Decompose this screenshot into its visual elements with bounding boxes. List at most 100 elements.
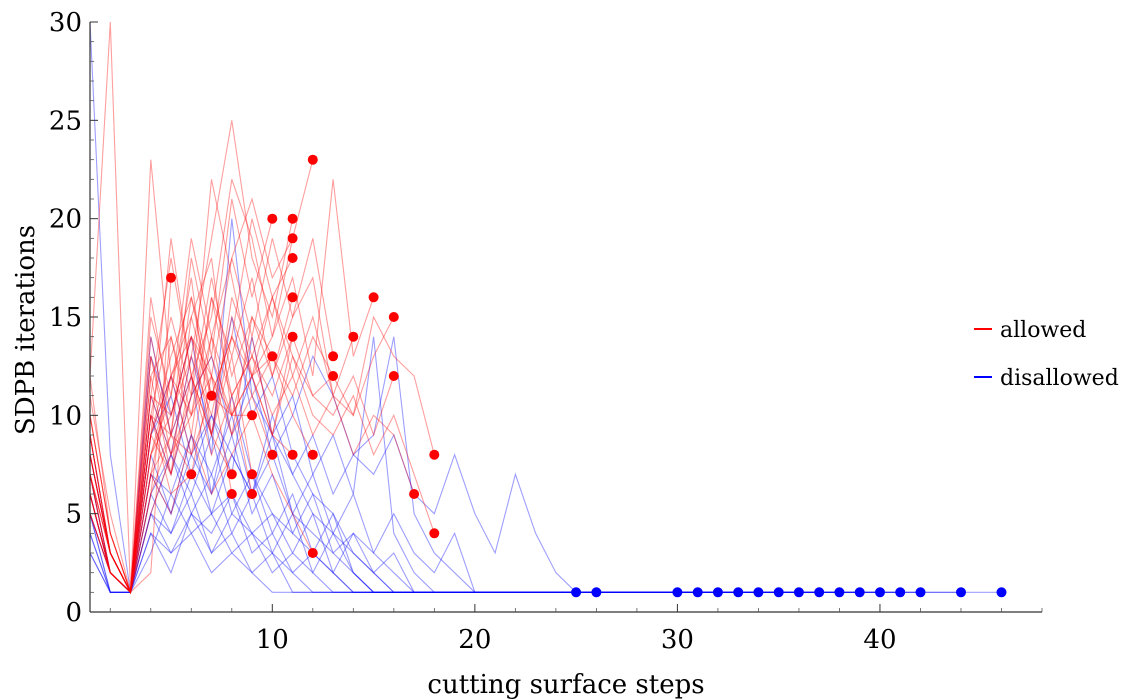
series-allowed-point-2 (206, 390, 217, 401)
series-allowed-line-19 (89, 413, 314, 594)
series-allowed-point-24 (388, 312, 399, 322)
series-allowed-point-15 (287, 331, 298, 342)
series-disallowed-line-4 (89, 336, 718, 594)
x-tick-label-40: 40 (863, 625, 896, 655)
series-allowed-line-18 (89, 334, 314, 595)
series-allowed-line-25 (89, 334, 395, 594)
series-disallowed-line-9 (89, 492, 820, 593)
series-allowed-line-0 (89, 21, 172, 594)
series-allowed-point-14 (287, 292, 298, 303)
series-allowed-line-11 (89, 120, 294, 593)
series-disallowed-line-14 (89, 453, 921, 594)
series-allowed-line-15 (89, 297, 294, 594)
series-allowed-point-5 (247, 410, 257, 421)
series-disallowed-point-1 (591, 587, 602, 598)
axes (89, 22, 1042, 613)
ticks: 10 20 30 40 0 5 10 15 20 25 30 (49, 8, 1043, 655)
y-tick-label-5: 5 (65, 500, 82, 530)
series-disallowed-line-6 (89, 413, 759, 594)
series-allowed-line-7 (89, 297, 253, 594)
series-disallowed-point-6 (753, 587, 764, 598)
series-disallowed-point-14 (915, 587, 926, 598)
x-tick-label-20: 20 (458, 625, 491, 655)
y-tick-label-20: 20 (49, 205, 82, 235)
series-allowed-line-9 (89, 179, 273, 595)
series-disallowed-line-1 (89, 336, 597, 593)
series-allowed-line-14 (89, 277, 294, 595)
y-axis-title: SDPB iterations (11, 225, 41, 435)
series-disallowed-point-11 (854, 587, 865, 598)
series-disallowed-line-13 (89, 394, 901, 594)
series-disallowed-line-2 (89, 218, 678, 595)
series-disallowed-line-15 (89, 433, 961, 594)
series-disallowed-line-5 (89, 336, 739, 595)
series-disallowed-point-5 (733, 587, 744, 598)
series-allowed-line-12 (89, 179, 294, 595)
series-allowed-line-24 (89, 295, 395, 595)
series-allowed-point-28 (429, 528, 440, 539)
series-allowed-point-0 (166, 272, 176, 283)
series-allowed-point-20 (328, 351, 339, 362)
series-allowed-point-23 (368, 292, 379, 303)
series-disallowed-point-0 (571, 587, 582, 598)
series-allowed-line-10 (89, 336, 273, 594)
series-disallowed-line-16 (89, 512, 1002, 593)
series-disallowed-point-7 (773, 587, 784, 598)
y-tick-label-15: 15 (49, 303, 82, 333)
series-allowed-point-10 (267, 449, 278, 460)
series-allowed-point-9 (267, 351, 278, 362)
series-disallowed-point-4 (712, 587, 723, 598)
series-allowed-point-19 (307, 548, 318, 558)
series-allowed-point-7 (247, 489, 257, 499)
series-allowed-line-28 (89, 354, 435, 594)
series-allowed-point-6 (247, 469, 257, 480)
series-allowed-line-13 (89, 218, 294, 594)
plot-markers (166, 154, 1007, 598)
series-allowed-point-27 (429, 449, 440, 460)
series-disallowed-line-0 (89, 21, 577, 593)
legend: allowed disallowed (974, 318, 1119, 391)
series-allowed-point-12 (287, 233, 298, 244)
x-tick-label-10: 10 (256, 625, 289, 655)
series-allowed-line-17 (89, 159, 314, 593)
series-allowed-line-5 (89, 257, 252, 595)
series-disallowed-line-7 (89, 472, 779, 593)
y-tick-label-30: 30 (49, 8, 82, 38)
series-disallowed-point-12 (875, 587, 885, 598)
legend-label-disallowed: disallowed (1000, 366, 1119, 391)
series-allowed-line-1 (89, 415, 192, 594)
series-allowed-line-4 (89, 374, 233, 594)
series-allowed-point-16 (287, 449, 298, 460)
series-allowed-point-8 (267, 213, 278, 224)
series-allowed-line-2 (89, 159, 213, 595)
series-disallowed-point-10 (834, 587, 845, 598)
x-tick-label-30: 30 (661, 625, 694, 655)
series-allowed-line-27 (89, 315, 435, 595)
y-tick-label-25: 25 (49, 106, 82, 136)
series-allowed-point-25 (388, 371, 399, 381)
series-allowed-point-4 (226, 489, 237, 499)
series-allowed-line-22 (89, 238, 354, 593)
y-tick-label-10: 10 (49, 401, 82, 431)
series-allowed-point-1 (186, 469, 197, 480)
series-allowed-line-23 (89, 179, 375, 595)
series-allowed-line-3 (89, 238, 233, 593)
series-allowed-point-22 (348, 331, 359, 342)
series-disallowed-point-8 (793, 587, 804, 598)
series-allowed-point-26 (409, 489, 420, 499)
plot-lines (89, 21, 1002, 595)
series-disallowed-line-11 (89, 492, 860, 593)
series-allowed-line-21 (89, 295, 334, 595)
series-allowed-point-17 (307, 154, 318, 165)
series-allowed-point-18 (307, 449, 318, 460)
series-disallowed-line-8 (89, 413, 799, 594)
series-allowed-point-13 (287, 253, 298, 263)
legend-label-allowed: allowed (1000, 318, 1086, 343)
series-allowed-line-8 (89, 198, 273, 593)
series-disallowed-point-3 (692, 587, 703, 598)
series-allowed-point-3 (226, 469, 237, 480)
series-disallowed-line-12 (89, 492, 880, 593)
series-allowed-point-11 (287, 213, 298, 224)
series-disallowed-point-15 (956, 587, 966, 598)
